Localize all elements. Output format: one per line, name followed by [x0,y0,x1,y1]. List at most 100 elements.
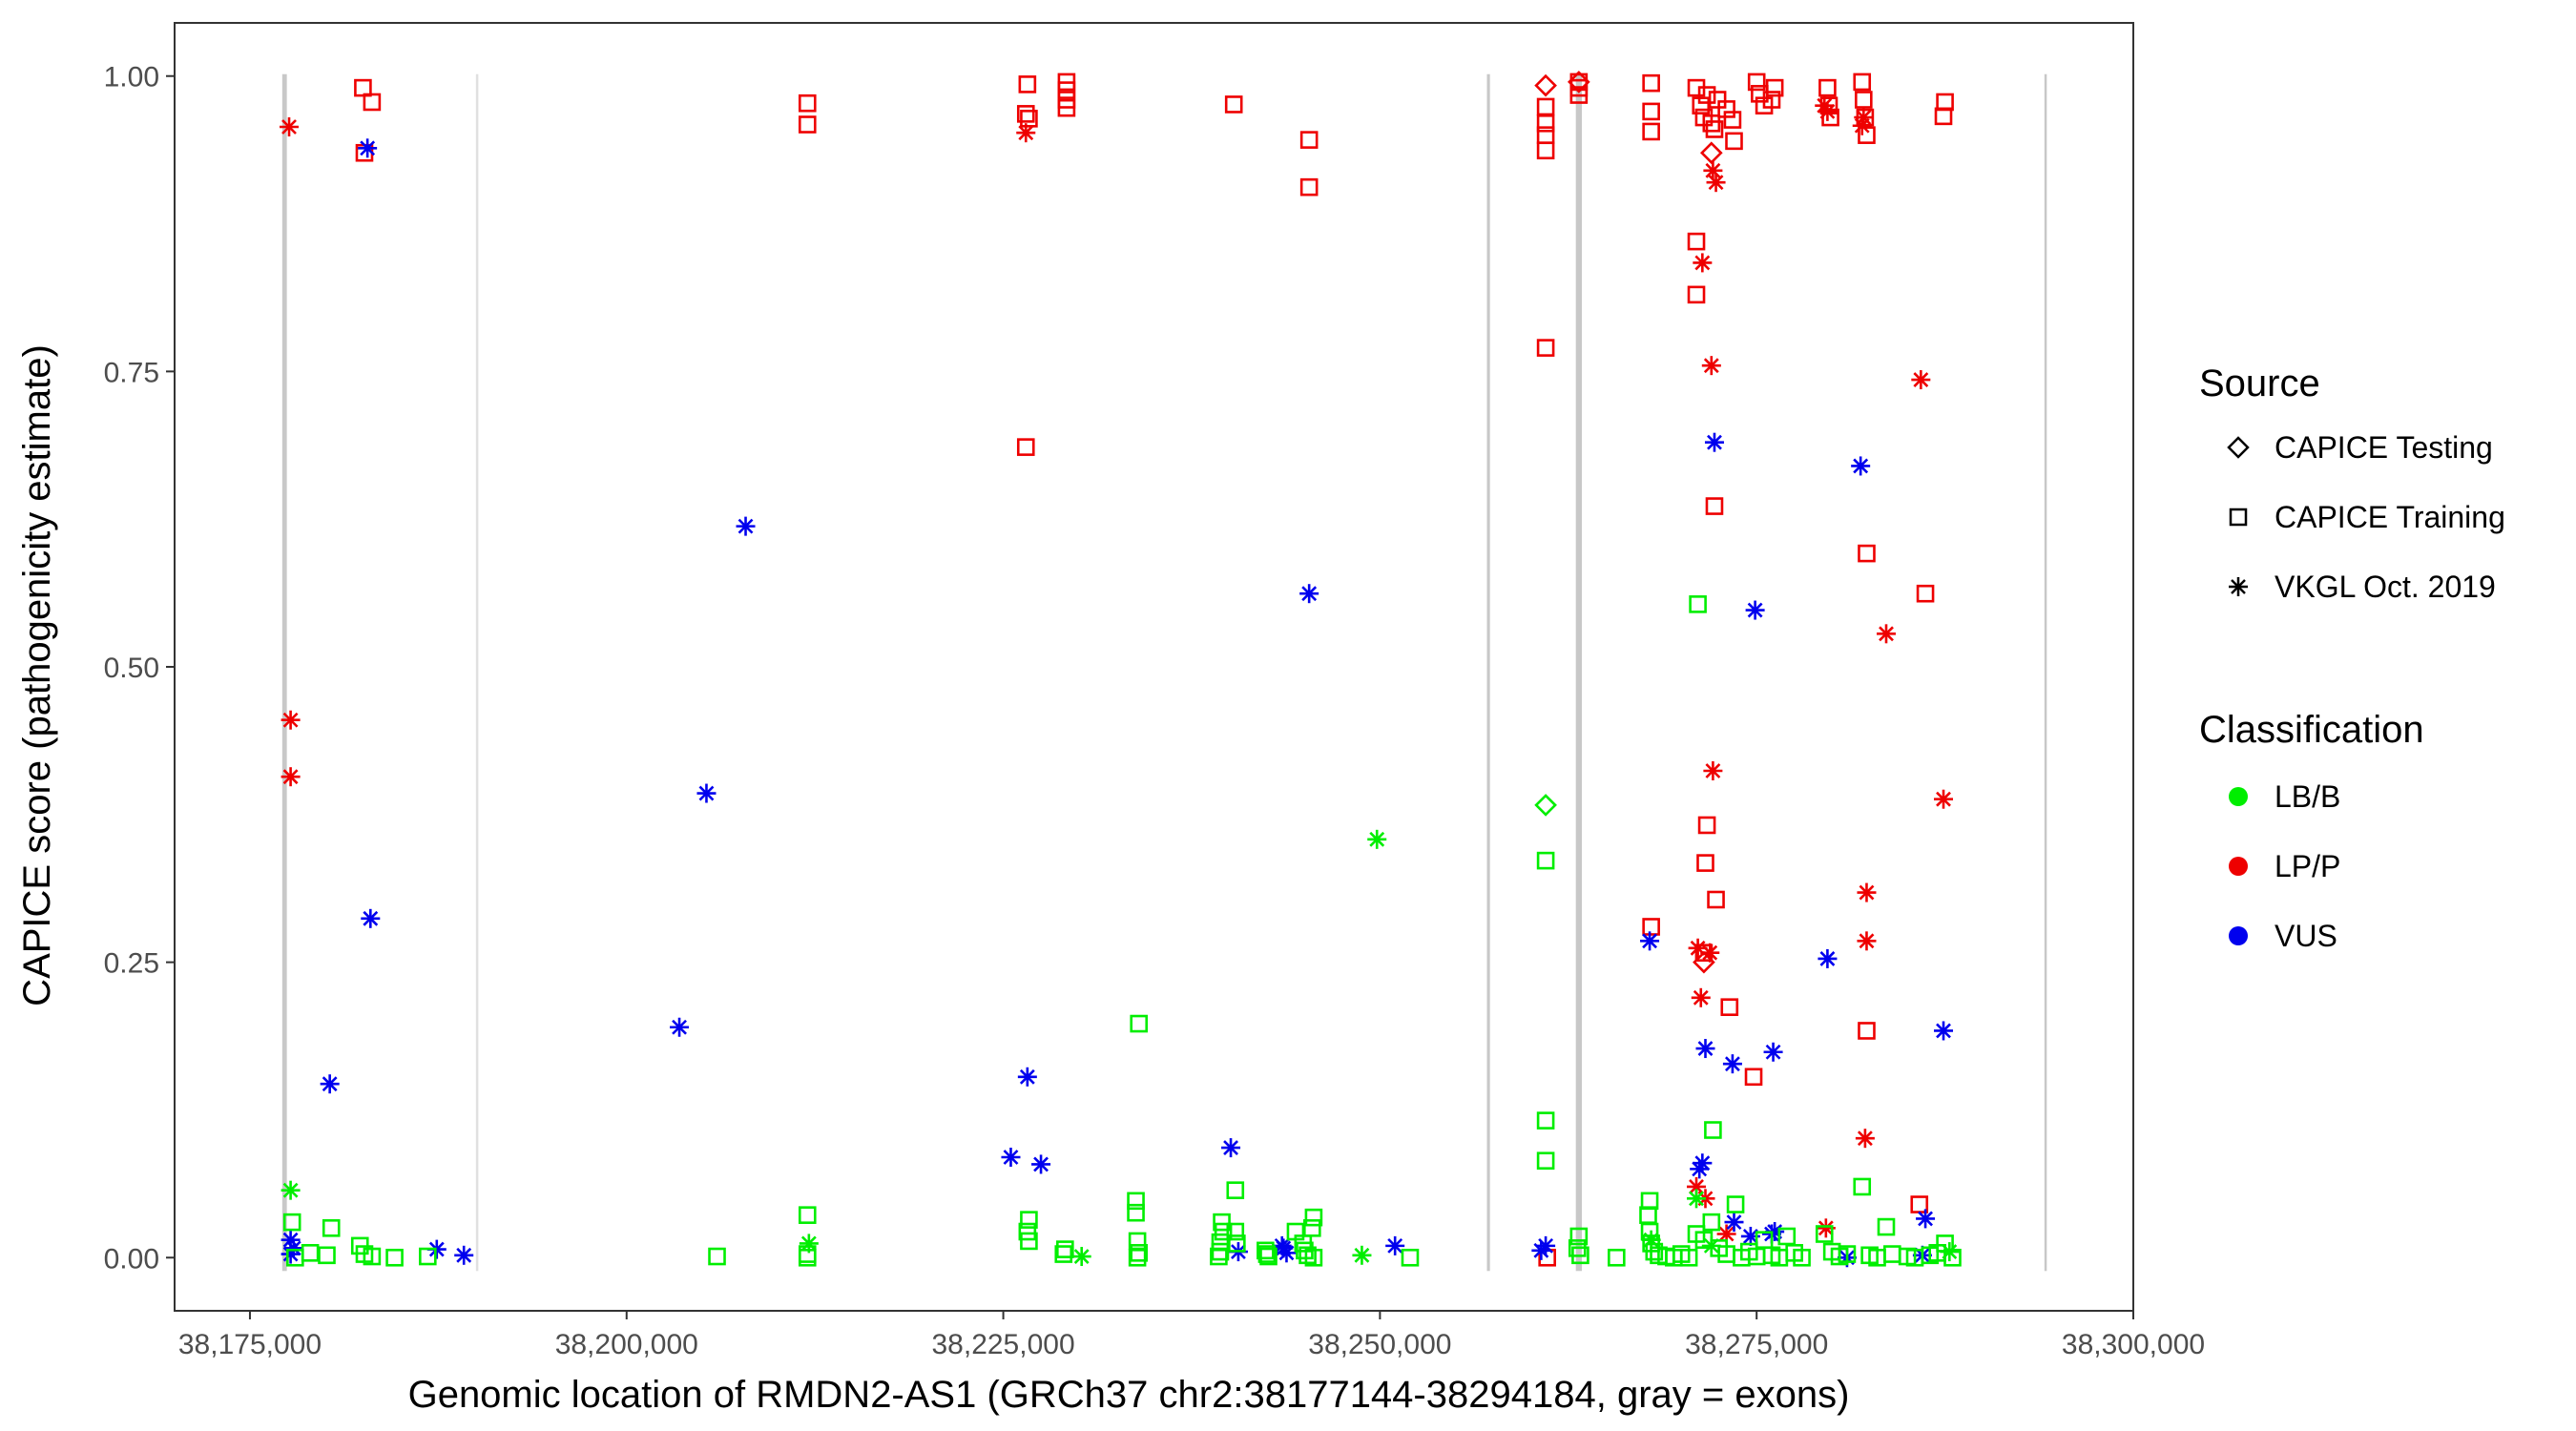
data-point-square-lpp [1020,110,1038,128]
data-point-square-lpp [1016,438,1035,456]
data-point-square-lpp [1299,177,1319,197]
data-point-square-lbb [1679,1248,1698,1267]
data-point-square-lbb [1726,1195,1745,1213]
diamond-icon [2227,436,2250,459]
data-point-asterisk-vus [280,1244,301,1264]
legend-source-training-label: CAPICE Training [2275,500,2505,534]
data-point-asterisk-lpp [1703,160,1723,180]
data-point-square-lpp [1818,78,1837,97]
data-point-square-lpp [1057,81,1076,99]
data-point-square-lpp [1018,75,1037,93]
legend-source-testing: CAPICE Testing [2227,430,2493,465]
data-point-asterisk-vus [1640,931,1660,951]
data-point-square-lbb [1056,1240,1074,1258]
data-point-square-lpp [1708,91,1727,109]
data-point-square-lbb [1815,1225,1834,1243]
data-point-square-lpp [1720,998,1739,1016]
data-point-square-lpp [1299,131,1319,149]
data-point-square-lbb [798,1248,817,1267]
x-axis: 38,175,000 38,200,000 38,225,000 38,250,000… [178,1311,2205,1360]
data-point-square-lbb [385,1248,404,1267]
data-point-asterisk-vus [1934,1021,1954,1041]
data-point-square-lbb [1257,1245,1277,1263]
data-point-asterisk-vus [1704,432,1724,452]
data-point-asterisk-vus [454,1245,474,1265]
y-tick-label: 0.75 [104,357,159,388]
data-point-square-lbb [1702,1213,1721,1232]
data-point-square-lpp [1858,1022,1876,1040]
data-point-asterisk-lpp [1934,789,1954,809]
data-point-square-lbb [363,1247,382,1266]
data-point-square-lbb [1304,1208,1323,1227]
data-point-square-lpp [1697,86,1716,104]
data-point-square-lbb [1689,595,1707,613]
data-point-asterisk-vus [320,1074,340,1094]
data-point-square-lbb [282,1213,301,1232]
data-point-asterisk-lpp [1855,1129,1875,1149]
legend-source-title: Source [2199,363,2320,404]
data-point-square-lbb [1257,1241,1275,1260]
data-point-asterisk-lpp [1701,356,1721,376]
data-point-diamond-lpp [1568,71,1590,93]
data-point-square-lbb [1304,1248,1323,1267]
data-point-asterisk-lpp [1818,101,1838,121]
data-point-square-lpp [1642,918,1660,936]
y-axis: 0.00 0.25 0.50 0.75 1.00 [104,62,175,1275]
data-point-square-lpp [1696,854,1714,872]
x-tick-label: 38,175,000 [178,1329,322,1360]
data-point-asterisk-vus [1001,1147,1021,1167]
data-point-diamond-lpp [1699,141,1723,165]
data-point-square-lbb [1228,1234,1246,1253]
data-point-square-lpp [1705,497,1724,515]
data-point-asterisk-lbb [1071,1247,1091,1267]
data-point-square-lbb [1536,1151,1555,1171]
data-point-asterisk-lpp [1852,115,1872,135]
data-point-square-lpp [1916,584,1935,603]
exon-band [281,73,287,1272]
data-point-asterisk-vus [1221,1138,1241,1158]
square-icon [2229,508,2248,527]
data-point-square-lpp [1687,285,1706,304]
data-point-square-lpp [1747,73,1766,92]
data-point-square-lpp [1016,105,1035,123]
data-point-asterisk-lpp [1691,987,1711,1007]
data-point-asterisk-vus [1722,1054,1742,1074]
data-point-square-lbb [1536,1111,1555,1130]
exon-band [1486,73,1490,1272]
data-point-square-lpp [1536,141,1555,160]
plot-panel [175,23,2133,1311]
data-point-square-lbb [1213,1213,1231,1232]
data-point-square-lpp [1692,96,1711,114]
data-point-square-lpp [1723,111,1742,129]
data-point-square-lbb [1130,1244,1149,1262]
legend-class-vus-label: VUS [2275,919,2337,953]
legend-source-training: CAPICE Training [2229,500,2505,534]
legend-source-vkgl: VKGL Oct. 2019 [2229,570,2496,604]
data-point-square-lbb [1298,1246,1317,1265]
data-point-square-lbb [1211,1242,1230,1261]
data-point-square-lpp [1765,78,1784,97]
data-point-square-lpp [1642,122,1660,141]
data-point-square-lbb [1793,1248,1811,1267]
data-point-square-lbb [1640,1222,1659,1241]
legend-source-vkgl-label: VKGL Oct. 2019 [2275,570,2496,604]
data-point-square-lbb [1877,1217,1896,1236]
y-axis-title: CAPICE score (pathogenicity estimate) [16,344,58,1006]
data-point-square-lbb [1020,1232,1038,1251]
data-point-square-lpp [1762,91,1781,109]
data-point-square-lpp [1642,73,1660,93]
data-point-square-lpp [1705,120,1724,138]
data-point-asterisk-lpp [1816,1218,1836,1238]
data-point-square-lbb [1259,1247,1278,1266]
data-point-asterisk-vus [1763,1042,1783,1062]
data-point-square-lpp [1858,126,1876,144]
data-point-square-lbb [1226,1181,1245,1199]
data-point-square-lbb [318,1246,336,1265]
data-point-square-lpp [1687,232,1706,251]
data-point-square-lbb [1536,851,1555,870]
data-point-asterisk-vus [736,516,756,536]
y-tick-label: 0.25 [104,948,159,980]
data-point-asterisk-lpp [1857,931,1877,951]
data-point-square-lbb [1127,1203,1145,1222]
